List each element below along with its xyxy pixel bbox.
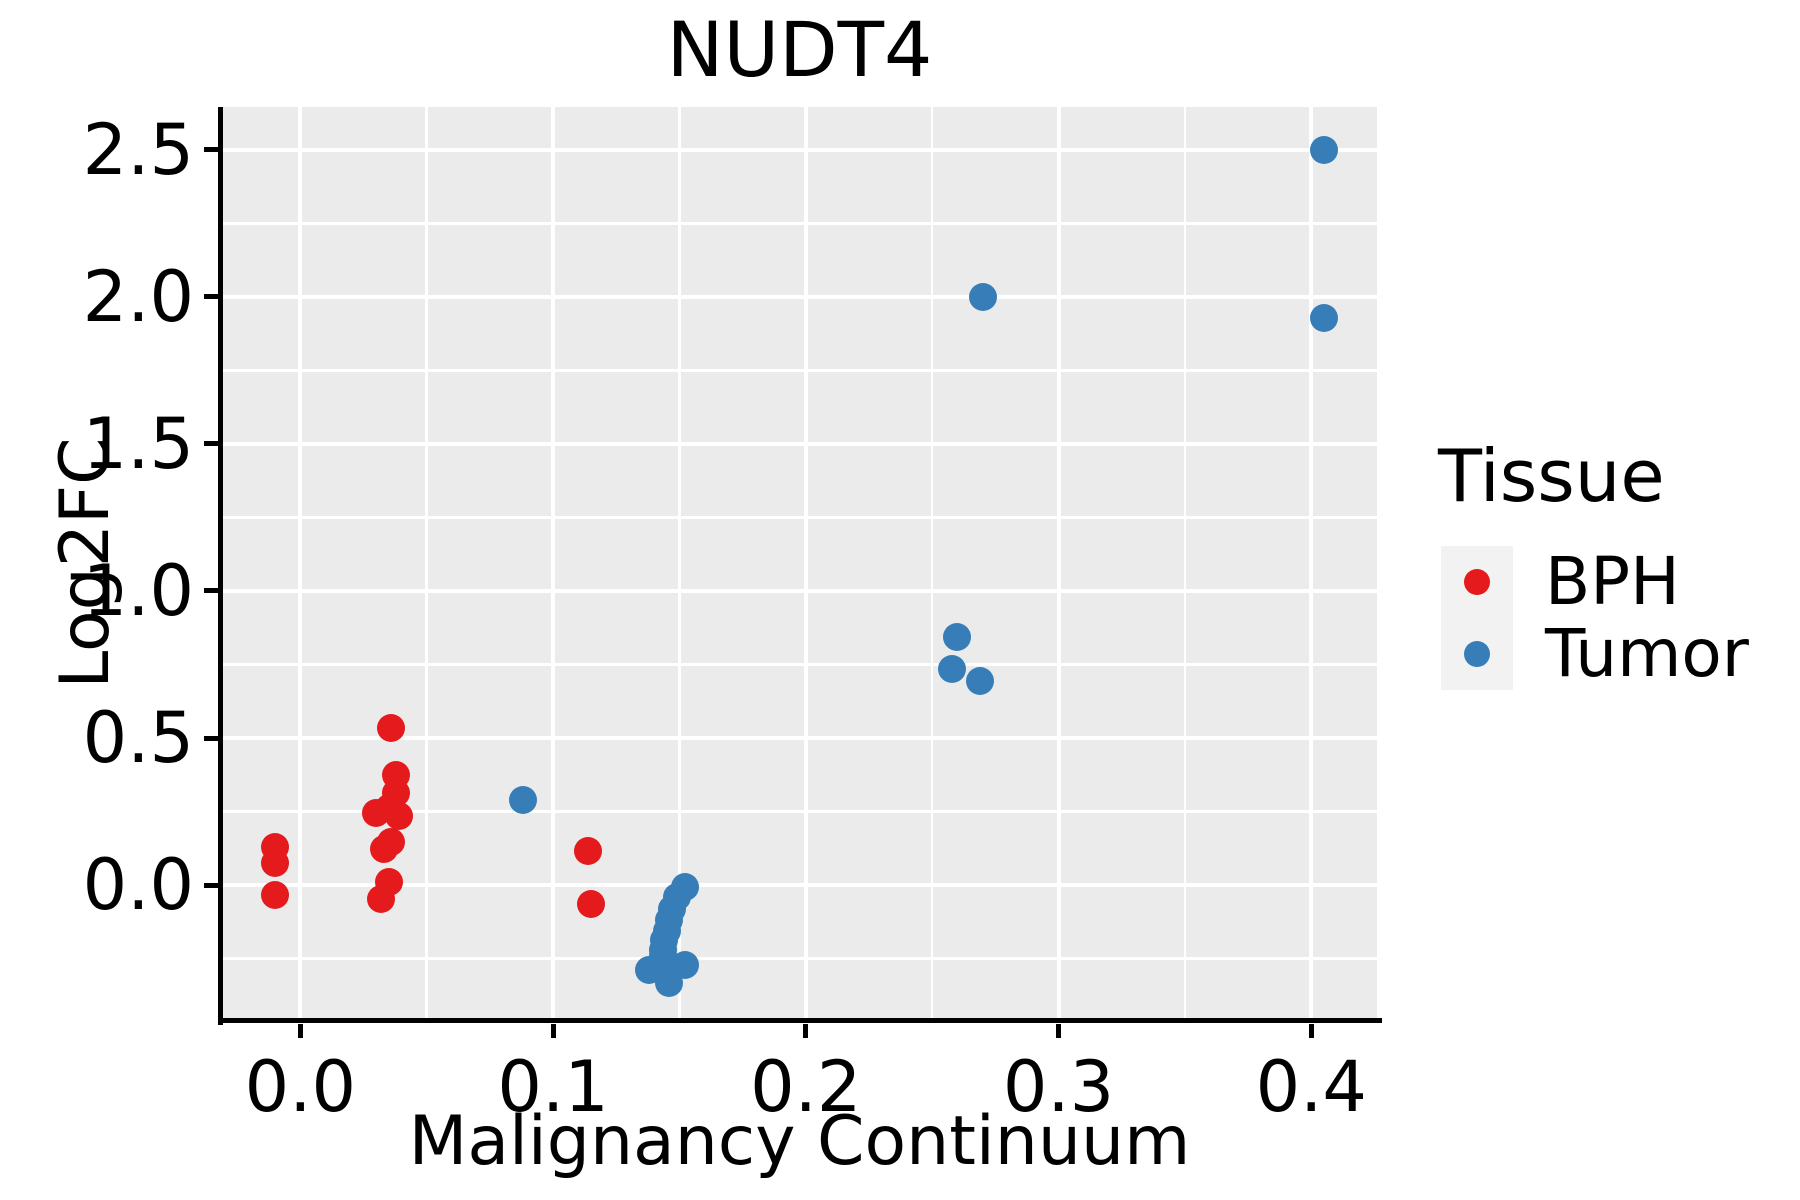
data-point-bph — [574, 836, 603, 865]
x-tick-mark — [1308, 1024, 1314, 1038]
legend-swatch-icon — [1464, 641, 1490, 667]
gridline-x-major — [803, 107, 808, 1020]
gridline-y-minor — [222, 957, 1377, 960]
data-point-bph — [576, 889, 605, 918]
legend-label: BPH — [1545, 543, 1680, 620]
gridline-x-minor — [930, 107, 934, 1020]
y-tick-mark — [204, 735, 218, 741]
gridline-y-major — [222, 441, 1377, 446]
legend-entries: BPH Tumor — [1438, 546, 1798, 690]
x-tick-label: 0.3 — [1002, 1046, 1115, 1128]
y-tick-mark — [204, 882, 218, 888]
gridline-x-major — [551, 107, 556, 1020]
y-tick-label: 0.0 — [82, 844, 194, 927]
x-tick-label: 0.2 — [750, 1046, 862, 1128]
y-tick-mark — [204, 588, 218, 594]
legend-entry-bph: BPH — [1438, 546, 1798, 618]
gridline-x-major — [1056, 107, 1061, 1020]
gridline-y-minor — [222, 810, 1377, 813]
data-point-tumor — [1309, 135, 1338, 164]
plot-area — [222, 107, 1377, 1020]
x-tick-mark — [297, 1024, 303, 1038]
gridline-y-major — [222, 588, 1377, 593]
y-tick-label: 1.5 — [82, 402, 194, 485]
legend: Tissue BPH Tumor — [1438, 440, 1798, 690]
y-tick-label: 1.0 — [82, 549, 194, 632]
gridline-y-minor — [222, 516, 1377, 519]
gridline-y-minor — [222, 369, 1377, 372]
data-point-bph — [261, 848, 290, 877]
legend-key-tumor — [1441, 618, 1513, 690]
gridline-y-major — [222, 294, 1377, 299]
data-point-bph — [377, 714, 406, 743]
x-tick-mark — [1056, 1024, 1062, 1038]
data-point-tumor — [966, 666, 995, 695]
y-tick-mark — [204, 147, 218, 153]
x-axis-line — [218, 1018, 1382, 1023]
chart-title: NUDT4 — [666, 5, 933, 94]
data-point-tumor — [508, 785, 537, 814]
y-tick-mark — [204, 441, 218, 447]
legend-swatch-icon — [1464, 569, 1490, 595]
x-tick-mark — [803, 1024, 809, 1038]
gridline-x-minor — [425, 107, 428, 1020]
data-point-tumor — [968, 282, 997, 311]
gridline-y-major — [222, 883, 1377, 888]
data-point-tumor — [938, 654, 967, 683]
data-point-bph — [367, 884, 396, 913]
data-point-bph — [261, 881, 290, 910]
y-axis-line — [218, 107, 223, 1025]
data-point-bph — [369, 834, 398, 863]
gridline-y-major — [222, 736, 1377, 740]
data-point-tumor — [943, 623, 972, 652]
x-axis-label: Malignancy Continuum — [408, 1102, 1191, 1181]
x-tick-label: 0.1 — [497, 1046, 609, 1128]
legend-label: Tumor — [1545, 615, 1749, 692]
gridline-y-minor — [222, 222, 1377, 225]
data-point-tumor — [1309, 303, 1338, 332]
gridline-y-minor — [222, 663, 1377, 666]
gridline-x-minor — [1183, 107, 1187, 1020]
legend-key-bph — [1441, 546, 1513, 618]
gridline-x-major — [1309, 107, 1314, 1020]
y-tick-label: 0.5 — [82, 697, 194, 779]
y-tick-label: 2.0 — [82, 255, 194, 338]
y-axis-label: Log2FC — [46, 437, 125, 689]
y-tick-mark — [204, 294, 218, 300]
gridline-x-major — [298, 107, 303, 1020]
gridline-x-minor — [678, 107, 681, 1020]
gridline-y-major — [222, 147, 1377, 152]
legend-entry-tumor: Tumor — [1438, 618, 1798, 690]
x-tick-label: 0.4 — [1255, 1046, 1367, 1128]
data-point-bph — [384, 801, 413, 830]
y-tick-label: 2.5 — [82, 108, 194, 191]
x-tick-mark — [550, 1024, 556, 1038]
data-point-tumor — [655, 968, 684, 997]
legend-title: Tissue — [1438, 434, 1665, 518]
x-tick-label: 0.0 — [244, 1046, 356, 1128]
